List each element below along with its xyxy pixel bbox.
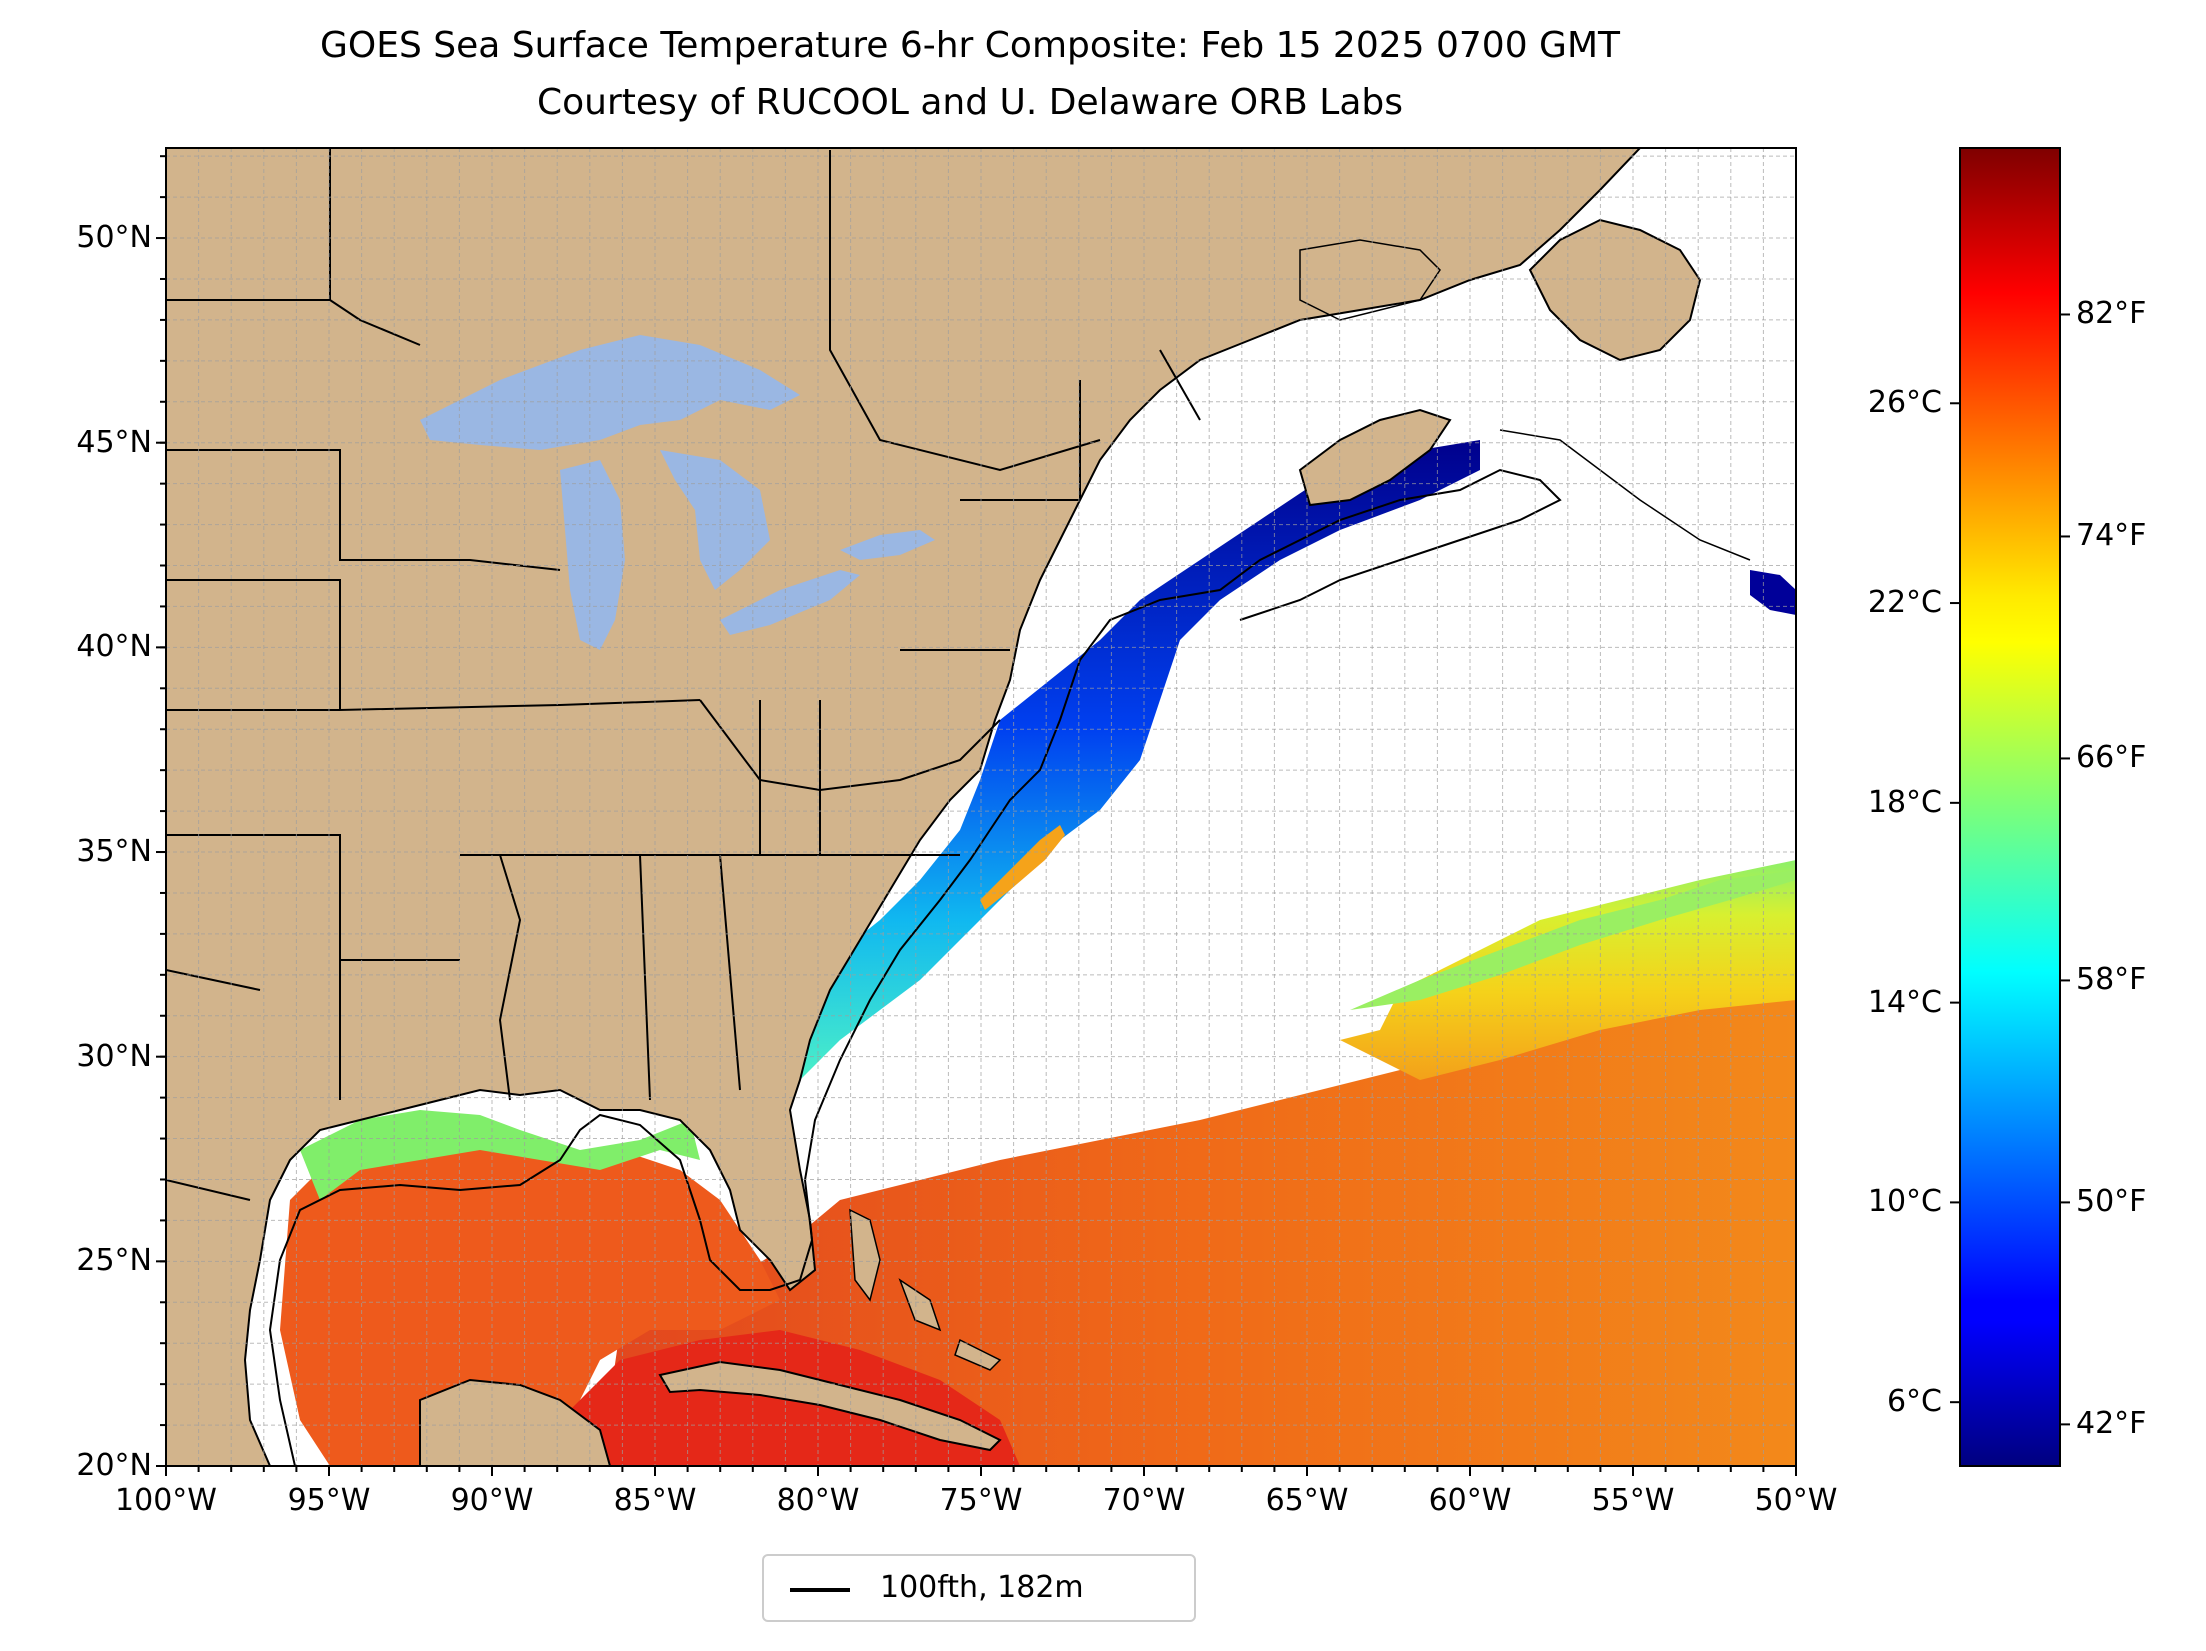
land-bahamas — [849, 1208, 1002, 1371]
lon-tick-label: 95°W — [287, 1483, 371, 1518]
land-cuba — [658, 1360, 1002, 1452]
colorbar-f-tick-label: 66°F — [2076, 740, 2147, 776]
lon-tick-label: 75°W — [939, 1483, 1023, 1518]
lat-tick-label: 25°N — [76, 1243, 152, 1279]
colorbar-c-tick-label: 14°C — [1867, 984, 1942, 1020]
colorbar-c-tick-label: 6°C — [1886, 1384, 1942, 1420]
colorbar-f-tick-label: 50°F — [2076, 1184, 2147, 1220]
lon-tick-label: 85°W — [613, 1483, 697, 1518]
isobath-100fth — [268, 468, 1562, 1466]
lat-tick-label: 40°N — [76, 629, 152, 665]
lake-erie — [720, 570, 860, 635]
land-nova-scotia — [1298, 408, 1452, 507]
lat-tick-label: 20°N — [76, 1448, 152, 1483]
colorbar-f-tick-label: 42°F — [2076, 1406, 2147, 1442]
legend: 100fth, 182m — [762, 1554, 1196, 1622]
legend-label: 100fth, 182m — [880, 1570, 1084, 1605]
colorbar-c-tick-label: 26°C — [1867, 385, 1942, 421]
legend-line-swatch — [790, 1588, 850, 1592]
lake-superior — [420, 335, 800, 450]
isobath-100fth-north — [1299, 239, 1751, 561]
map-tick-marks — [156, 155, 1797, 1476]
colorbar-c-tick-label: 10°C — [1867, 1184, 1942, 1220]
land-newfoundland — [1528, 218, 1702, 362]
graticule — [166, 148, 1796, 1466]
lon-tick-label: 60°W — [1428, 1483, 1512, 1518]
colorbar-c-tick-label: 22°C — [1867, 585, 1942, 621]
sst-subtropical-atlantic — [600, 980, 1796, 1466]
chart-subtitle: Courtesy of RUCOOL and U. Delaware ORB L… — [536, 82, 1404, 123]
lake-ontario — [840, 530, 935, 560]
colorbar-tick-marks — [1950, 313, 2070, 1426]
lon-tick-label: 100°W — [115, 1483, 217, 1518]
lake-michigan — [560, 460, 625, 650]
lon-tick-label: 70°W — [1102, 1483, 1186, 1518]
sst-us-shelf-cold — [770, 440, 1480, 1080]
colorbar — [1959, 147, 2061, 1467]
sst-gulf-stream-edge — [980, 825, 1065, 910]
lon-tick-label: 90°W — [450, 1483, 534, 1518]
colorbar-f-tick-label: 82°F — [2076, 296, 2147, 332]
colorbar-f-tick-label: 58°F — [2076, 962, 2147, 998]
sst-gulf-northern-shelf — [300, 1110, 700, 1200]
lat-tick-label: 45°N — [76, 424, 152, 460]
colorbar-f-tick-label: 74°F — [2076, 518, 2147, 554]
sst-offshore-canada — [1750, 570, 1796, 615]
lon-tick-label: 65°W — [1265, 1483, 1349, 1518]
chart-title: GOES Sea Surface Temperature 6-hr Compos… — [319, 25, 1620, 66]
political-borders — [166, 148, 1201, 1201]
lat-tick-label: 35°N — [76, 834, 152, 870]
land-yucatan — [419, 1378, 612, 1466]
land-north-america — [166, 148, 1642, 1466]
map-area — [166, 148, 1796, 1466]
lon-tick-label: 55°W — [1591, 1483, 1675, 1518]
lat-tick-label: 50°N — [76, 220, 152, 256]
colorbar-c-tick-label: 18°C — [1867, 784, 1942, 820]
lon-tick-label: 50°W — [1754, 1483, 1838, 1518]
lon-tick-label: 80°W — [776, 1483, 860, 1518]
lat-tick-label: 30°N — [76, 1038, 152, 1074]
